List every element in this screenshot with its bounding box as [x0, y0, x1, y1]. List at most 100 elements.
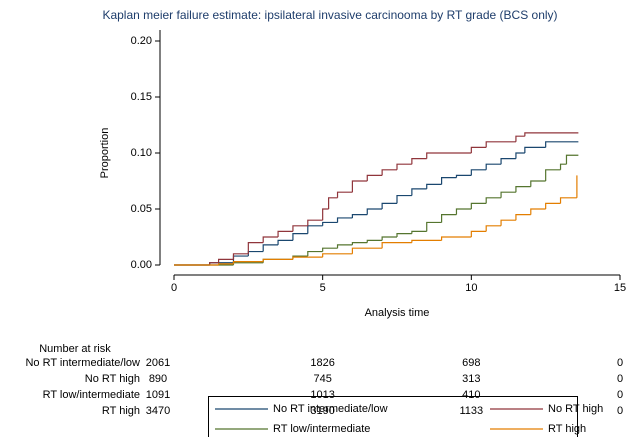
- km-step: [381, 202, 397, 209]
- km-step: [247, 242, 264, 254]
- km-step: [232, 261, 264, 264]
- risk-row-label: No RT high: [85, 373, 140, 385]
- km-step: [336, 244, 353, 249]
- km-step: [515, 214, 531, 221]
- risk-count: 313: [462, 373, 480, 385]
- y-axis-title: Proportion: [99, 128, 111, 179]
- y-tick-label: 0.10: [131, 147, 152, 159]
- risk-count: 0: [617, 389, 623, 401]
- km-step: [292, 233, 308, 241]
- km-step: [218, 258, 234, 263]
- km-step: [470, 169, 487, 176]
- chart-title: Kaplan meier failure estimate: ipsilater…: [102, 8, 557, 22]
- legend-box: [208, 396, 578, 437]
- risk-count: 745: [313, 373, 331, 385]
- km-step: [307, 250, 323, 257]
- risk-count: 0: [617, 357, 623, 369]
- km-step: [322, 208, 329, 221]
- km-step: [441, 177, 457, 185]
- km-step: [381, 242, 412, 249]
- risk-count: 890: [149, 373, 167, 385]
- km-step: [396, 194, 412, 204]
- km-step: [336, 217, 353, 223]
- risk-row-label: RT low/intermediate: [43, 389, 140, 401]
- y-tick-label: 0.00: [131, 259, 152, 271]
- risk-count: 410: [462, 389, 480, 401]
- km-step: [485, 141, 516, 148]
- x-tick-label: 5: [320, 282, 326, 294]
- km-step: [351, 214, 368, 218]
- km-step: [322, 221, 338, 226]
- km-step: [441, 236, 472, 241]
- km-step: [411, 188, 427, 196]
- km-step: [515, 186, 531, 193]
- x-tick-label: 15: [614, 282, 626, 294]
- y-tick-label: 0.15: [131, 91, 152, 103]
- risk-count: 3190: [310, 405, 334, 417]
- km-step: [485, 225, 502, 232]
- km-step: [515, 152, 525, 159]
- km-step: [292, 256, 323, 260]
- km-step: [470, 202, 487, 209]
- km-step: [277, 230, 293, 237]
- km-step: [336, 191, 353, 198]
- km-step: [426, 183, 442, 189]
- risk-row-label: No RT intermediate/low: [25, 357, 140, 369]
- km-step: [396, 163, 412, 170]
- km-step: [545, 202, 561, 209]
- y-tick-label: 0.05: [131, 203, 152, 215]
- km-step: [500, 219, 516, 226]
- legend-label: No RT high: [548, 403, 603, 415]
- km-step: [545, 141, 579, 148]
- km-step: [559, 163, 567, 170]
- km-step: [366, 174, 383, 181]
- km-step: [366, 239, 383, 243]
- risk-count: 1013: [310, 389, 334, 401]
- x-tick-label: 10: [465, 282, 477, 294]
- risk-row-label: RT high: [102, 405, 140, 417]
- km-step: [470, 230, 487, 237]
- km-step: [411, 230, 427, 234]
- km-step: [455, 208, 472, 215]
- km-step: [381, 236, 397, 241]
- km-step: [209, 262, 219, 265]
- legend-label: No RT intermediate/low: [273, 403, 388, 415]
- km-step: [262, 236, 279, 243]
- km-step: [322, 253, 353, 258]
- x-axis-title: Analysis time: [365, 307, 430, 319]
- km-step: [411, 158, 427, 165]
- km-step: [500, 158, 516, 165]
- km-step: [455, 174, 472, 178]
- km-step: [328, 197, 338, 209]
- km-step: [322, 247, 338, 252]
- km-step: [500, 191, 516, 198]
- risk-table-title: Number at risk: [39, 343, 111, 355]
- km-step: [351, 242, 368, 245]
- km-step: [247, 250, 264, 257]
- km-step: [565, 154, 579, 165]
- km-step: [485, 197, 502, 204]
- km-step: [545, 169, 561, 181]
- km-step: [426, 152, 472, 159]
- risk-count: 1133: [460, 405, 484, 417]
- km-step: [292, 225, 308, 232]
- legend-label: RT low/intermediate: [273, 423, 370, 435]
- km-step: [218, 263, 234, 265]
- km-step: [530, 180, 546, 187]
- km-step: [485, 163, 502, 170]
- km-step: [351, 180, 368, 193]
- km-step: [524, 146, 546, 153]
- km-step: [307, 219, 323, 226]
- x-tick-label: 0: [171, 282, 177, 294]
- km-step: [232, 253, 249, 260]
- km-step: [441, 214, 457, 223]
- risk-count: 698: [462, 357, 480, 369]
- km-step: [351, 247, 383, 254]
- y-tick-label: 0.20: [131, 35, 152, 47]
- km-step: [277, 239, 293, 245]
- risk-count: 0: [617, 405, 623, 417]
- risk-count: 3470: [146, 405, 170, 417]
- km-step: [396, 233, 412, 237]
